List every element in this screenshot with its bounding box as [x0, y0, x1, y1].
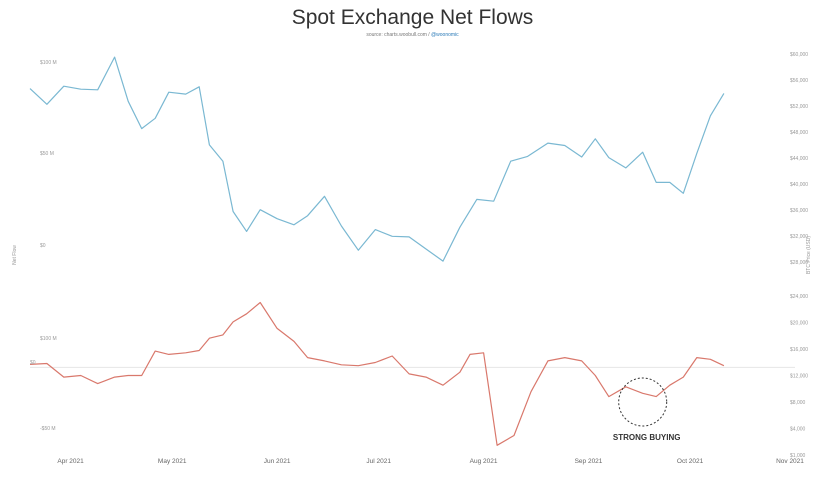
right-price-tick-label: $40,000 — [790, 182, 808, 188]
right-price-tick-label: $52,000 — [790, 104, 808, 110]
right-flow-tick-label: $4,000 — [790, 427, 806, 433]
x-tick-label: Jun 2021 — [264, 458, 291, 465]
net-flow-axis-title: Net Flow — [12, 245, 18, 265]
chart-title: Spot Exchange Net Flows — [291, 6, 534, 29]
strong-buying-circle — [618, 377, 668, 427]
right-price-tick-label: $48,000 — [790, 130, 808, 136]
net-flow-series-line — [29, 301, 725, 446]
x-tick-label: May 2021 — [158, 458, 187, 465]
x-tick-label: Sep 2021 — [575, 458, 603, 465]
right-flow-tick-label: $16,000 — [790, 347, 808, 353]
left-price-tick-label: $50 M — [40, 151, 54, 157]
source-prefix: source: charts.woobull.com / — [366, 32, 430, 38]
left-price-tick-label: $0 — [40, 243, 46, 249]
right-flow-tick-label: $20,000 — [790, 321, 808, 327]
chart-labels-layer: BTC Price (USD) Net Flow $100 M $50 M $0 $100… — [12, 52, 812, 465]
source-link[interactable]: @woonomic — [431, 32, 459, 38]
right-price-tick-label: $44,000 — [790, 156, 808, 162]
x-tick-label: Apr 2021 — [57, 458, 84, 465]
right-price-tick-label: $28,000 — [790, 260, 808, 266]
x-tick-label: Nov 2021 — [776, 458, 804, 465]
left-flow-tick-label: $0 — [30, 360, 36, 366]
price-series-line — [29, 56, 725, 262]
right-price-tick-label: $36,000 — [790, 208, 808, 214]
right-price-tick-label: $56,000 — [790, 78, 808, 84]
x-tick-label: Aug 2021 — [470, 458, 498, 465]
right-price-tick-label: $60,000 — [790, 52, 808, 58]
left-flow-tick-label: $100 M — [40, 336, 57, 342]
right-flow-tick-label: $8,000 — [790, 400, 806, 406]
left-price-tick-label: $100 M — [40, 60, 57, 66]
right-flow-tick-label: $1,000 — [790, 453, 806, 459]
chart-source: source: charts.woobull.com / @woonomic — [0, 32, 825, 38]
right-flow-tick-label: $12,000 — [790, 374, 808, 380]
right-flow-tick-label: $24,000 — [790, 294, 808, 300]
x-tick-label: Jul 2021 — [366, 458, 391, 465]
strong-buying-annotation: STRONG BUYING — [613, 433, 681, 442]
chart-lines-layer — [29, 56, 725, 446]
right-price-tick-label: $32,000 — [790, 234, 808, 240]
price-axis-title: BTC Price (USD) — [806, 236, 812, 274]
x-tick-label: Oct 2021 — [677, 458, 704, 465]
left-flow-tick-label: -$50 M — [40, 426, 56, 432]
